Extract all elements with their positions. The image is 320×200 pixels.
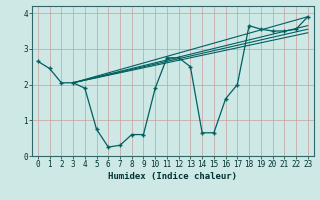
X-axis label: Humidex (Indice chaleur): Humidex (Indice chaleur) xyxy=(108,172,237,181)
